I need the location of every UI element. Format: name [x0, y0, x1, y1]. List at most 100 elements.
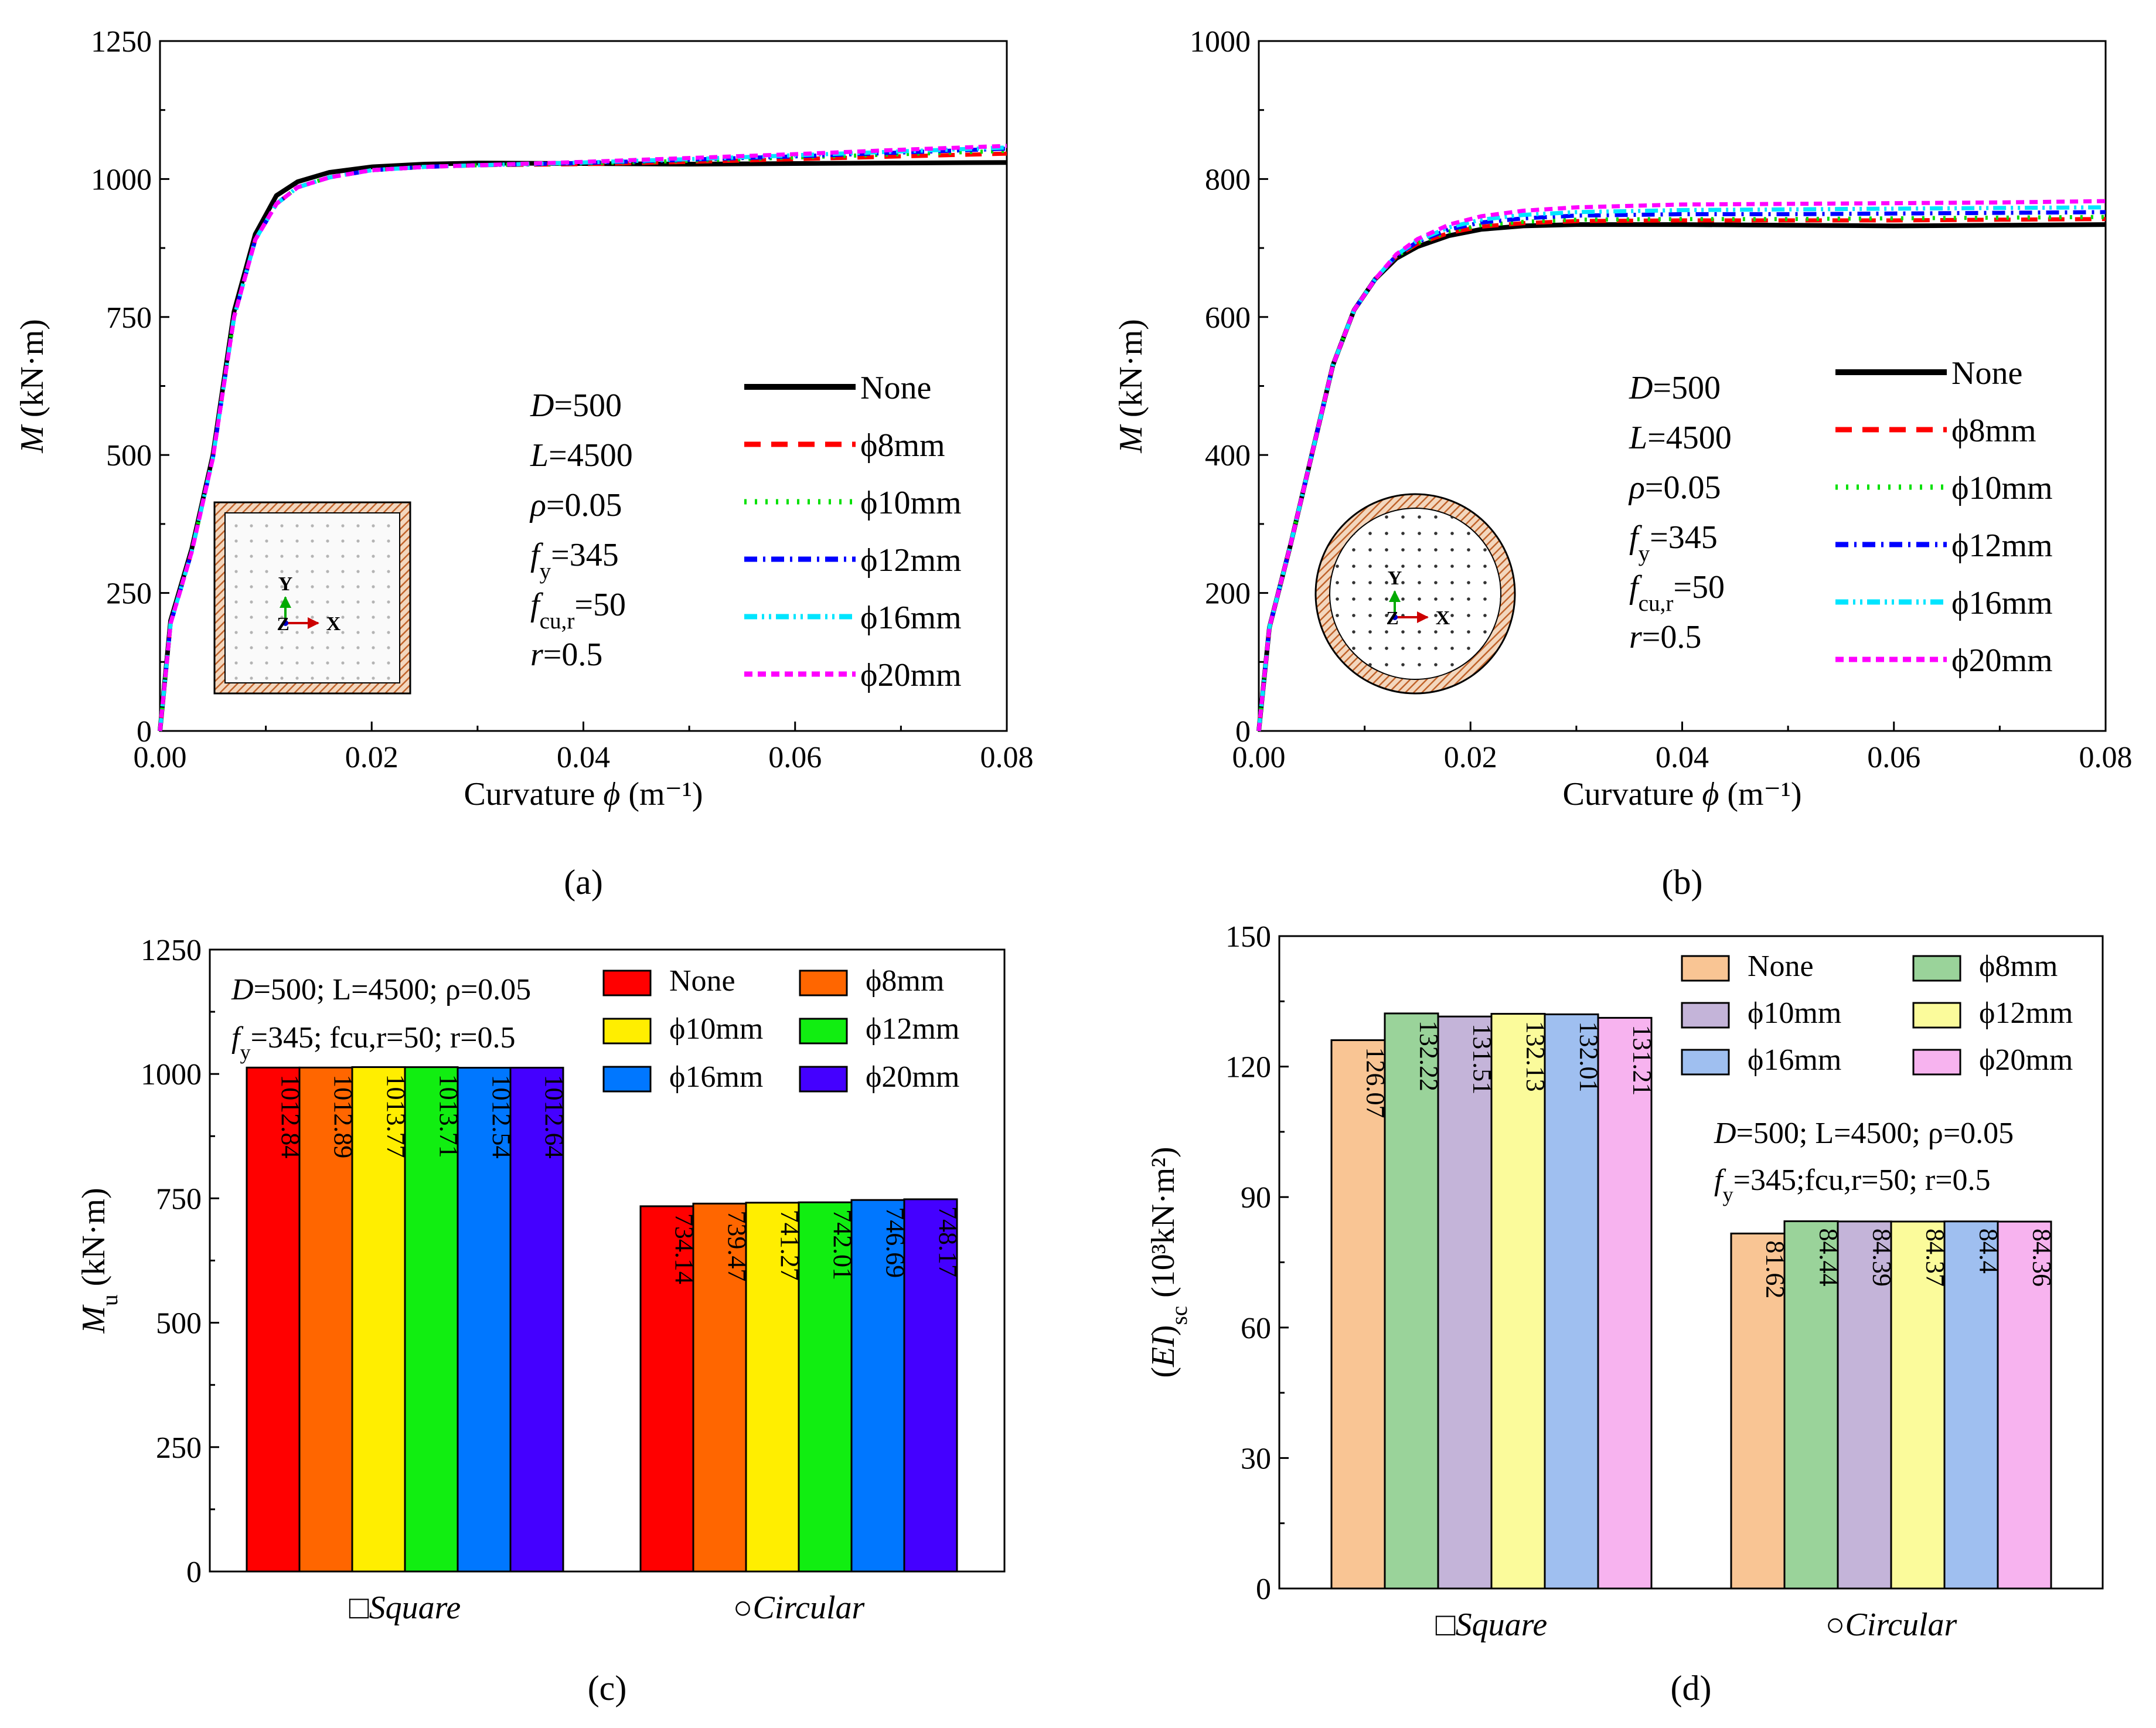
legend-label: ϕ8mm	[1979, 950, 2058, 983]
bar	[1837, 1220, 1892, 1590]
legend-label: ϕ10mm	[1748, 996, 1841, 1030]
parameter-text: D=500; L=4500; ρ=0.05	[231, 973, 531, 1006]
parameter-text: r=0.5	[530, 637, 602, 673]
y-tick-label: 1000	[91, 163, 152, 196]
x-tick-label: 0.06	[768, 741, 822, 774]
legend-label: None	[860, 370, 931, 406]
legend-label: None	[1951, 355, 2022, 392]
category-label: □Square	[1436, 1607, 1547, 1643]
bar	[692, 1202, 747, 1573]
legend-swatch	[1912, 1049, 1961, 1076]
legend-label: None	[1748, 950, 1814, 983]
series-line	[158, 144, 1007, 732]
y-axis-label: M (kN·m)	[14, 319, 50, 454]
y-tick-label: 750	[106, 301, 152, 335]
inset-y-label: Y	[1388, 567, 1402, 589]
bar	[1330, 1039, 1386, 1590]
legend-label: ϕ12mm	[860, 542, 962, 579]
y-tick-label: 1000	[1190, 25, 1251, 59]
bar	[1384, 1012, 1439, 1590]
parameter-text: fcu,r=50	[530, 587, 626, 634]
bar-value-label: 84.36	[2028, 1229, 2056, 1287]
x-tick-label: 0.04	[1656, 741, 1709, 774]
legend-swatch	[1912, 1002, 1961, 1029]
legend-label: ϕ10mm	[669, 1012, 763, 1046]
bar	[509, 1066, 564, 1573]
legend-label: ϕ20mm	[866, 1060, 959, 1094]
legend-label: ϕ8mm	[1951, 413, 2036, 449]
y-tick-label: 400	[1205, 439, 1251, 472]
parameter-text: D=500; L=4500; ρ=0.05	[1714, 1117, 2014, 1150]
parameter-text: r=0.5	[1629, 619, 1701, 655]
bar	[1730, 1232, 1786, 1590]
y-tick-label: 60	[1241, 1312, 1271, 1345]
inset-x-label: X	[326, 613, 341, 635]
bar	[351, 1066, 406, 1573]
series-line	[1256, 217, 2106, 732]
parameter-text: D=500	[1629, 370, 1721, 406]
y-tick-label: 0	[1235, 715, 1251, 749]
parameter-text: fcu,r=50	[1629, 569, 1725, 616]
inset-concrete-aggregate	[225, 513, 400, 683]
y-tick-label: 800	[1205, 163, 1251, 196]
x-axis-label: Curvature ϕ (m⁻¹)	[464, 776, 703, 812]
y-tick-label: 0	[1256, 1573, 1271, 1606]
x-tick-label: 0.04	[557, 741, 610, 774]
x-tick-label: 0.08	[2079, 741, 2133, 774]
legend-label: ϕ20mm	[1951, 642, 2053, 679]
parameter-text: fy=345;fcu,r=50; r=0.5	[1714, 1164, 1991, 1206]
legend-swatch	[1681, 1049, 1730, 1076]
bar	[1597, 1016, 1653, 1590]
parameter-text: ρ=0.05	[529, 487, 622, 523]
inset-concrete-aggregate	[1330, 508, 1501, 679]
x-tick-label: 0.06	[1867, 741, 1920, 774]
y-tick-label: 500	[156, 1307, 202, 1341]
series-line	[1256, 199, 2106, 732]
legend-swatch	[799, 1066, 848, 1093]
y-tick-label: 750	[156, 1182, 202, 1216]
y-axis-label: (EI)sc (10³kN·m²)	[1145, 1147, 1192, 1377]
panel-a-line-chart: 0.00 0.02 0.04 0.06 0.08 0 250 500 750 1000 1250 Cu…	[14, 25, 1034, 902]
category-label: ○Circular	[733, 1590, 865, 1626]
legend-swatch	[799, 970, 848, 996]
legend-swatch	[1681, 955, 1730, 982]
legend-swatch	[602, 970, 652, 996]
bar	[404, 1066, 459, 1573]
inset-x-label: X	[1436, 607, 1450, 629]
bar	[1490, 1013, 1546, 1590]
inset-z-label: Z	[1386, 607, 1398, 628]
panel-b-line-chart: 0.00 0.02 0.04 0.06 0.08 0 200 400 600 800 1000 Cur…	[1113, 25, 2133, 902]
x-axis-label: Curvature ϕ (m⁻¹)	[1562, 776, 1801, 812]
y-tick-label: 150	[1225, 920, 1271, 954]
x-tick-label: 0.02	[345, 741, 398, 774]
bar	[745, 1202, 800, 1573]
legend-label: ϕ16mm	[1748, 1043, 1841, 1077]
inset-z-label: Z	[277, 613, 289, 634]
y-tick-label: 30	[1241, 1442, 1271, 1475]
y-tick-label: 500	[106, 439, 152, 472]
parameter-text: D=500	[530, 387, 622, 424]
bar	[639, 1205, 694, 1573]
y-tick-label: 1250	[91, 25, 152, 59]
y-tick-label: 0	[186, 1556, 202, 1589]
bar	[1437, 1015, 1493, 1590]
x-tick-label: 0.02	[1444, 741, 1497, 774]
inset-z-point	[282, 620, 288, 626]
legend-label: ϕ12mm	[1979, 996, 2073, 1030]
bar	[798, 1201, 853, 1573]
y-tick-label: 600	[1205, 301, 1251, 335]
inset-y-label: Y	[278, 573, 293, 595]
panel-label: (c)	[588, 1669, 627, 1707]
parameter-text: fy=345	[1629, 519, 1718, 566]
parameter-text: fy=345	[530, 537, 619, 584]
legend-swatch	[1912, 955, 1961, 982]
y-tick-label: 0	[137, 715, 152, 749]
legend-label: ϕ12mm	[1951, 528, 2053, 564]
category-label: □Square	[349, 1590, 461, 1626]
parameter-text: ρ=0.05	[1628, 470, 1721, 506]
legend-label: ϕ12mm	[866, 1012, 959, 1046]
legend-label: ϕ10mm	[860, 485, 962, 521]
